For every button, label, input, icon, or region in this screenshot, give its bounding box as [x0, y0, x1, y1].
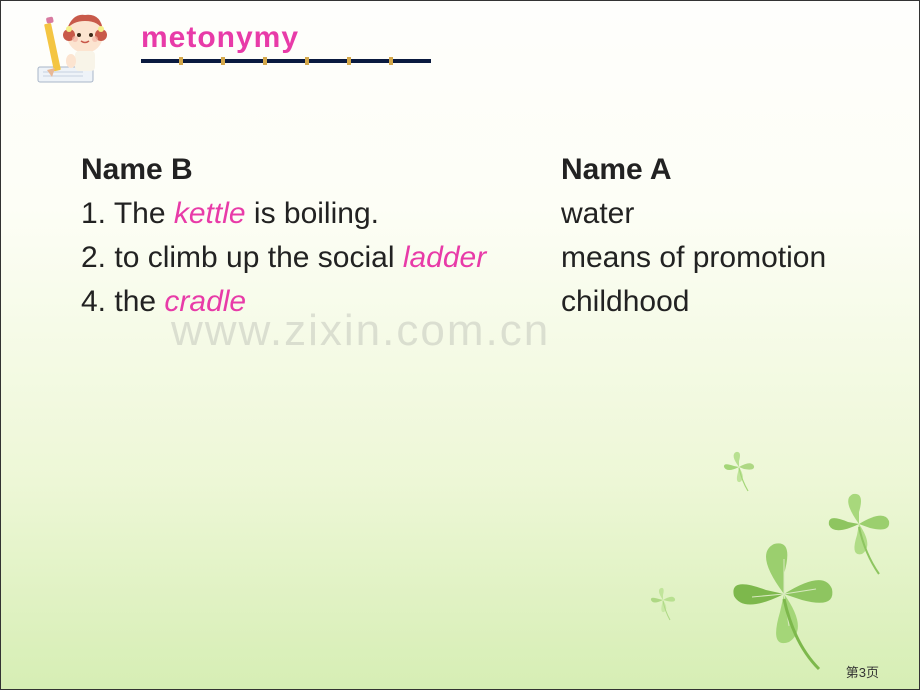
row1-a: water: [561, 193, 861, 235]
row1-b: 1. The kettle is boiling.: [81, 193, 561, 235]
page-number: 第3页: [846, 662, 879, 681]
row3-prefix: 4. the: [81, 285, 164, 318]
row1-suffix: is boiling.: [246, 197, 379, 230]
row3-b: 4. the cradle: [81, 281, 561, 323]
row3-keyword: cradle: [164, 285, 246, 318]
row1-prefix: 1. The: [81, 197, 174, 230]
title-area: metonymy: [141, 21, 431, 63]
row2-keyword: ladder: [403, 241, 486, 274]
clover-decoration-mid: [819, 489, 899, 584]
title-underline: [141, 59, 431, 63]
clover-decoration-small-1: [719, 449, 759, 499]
header-name-b: Name B: [81, 149, 561, 191]
content-table: Name B Name A 1. The kettle is boiling. …: [81, 149, 861, 325]
clover-decoration-small-2: [647, 586, 679, 629]
row2-a: means of promotion: [561, 237, 861, 279]
row2-prefix: 2. to climb up the social: [81, 241, 403, 274]
slide-title: metonymy: [141, 21, 431, 55]
header-name-a: Name A: [561, 149, 861, 191]
mascot-illustration: [23, 7, 123, 92]
row1-keyword: kettle: [174, 197, 246, 230]
row2-b: 2. to climb up the social ladder: [81, 237, 561, 279]
row3-a: childhood: [561, 281, 861, 323]
